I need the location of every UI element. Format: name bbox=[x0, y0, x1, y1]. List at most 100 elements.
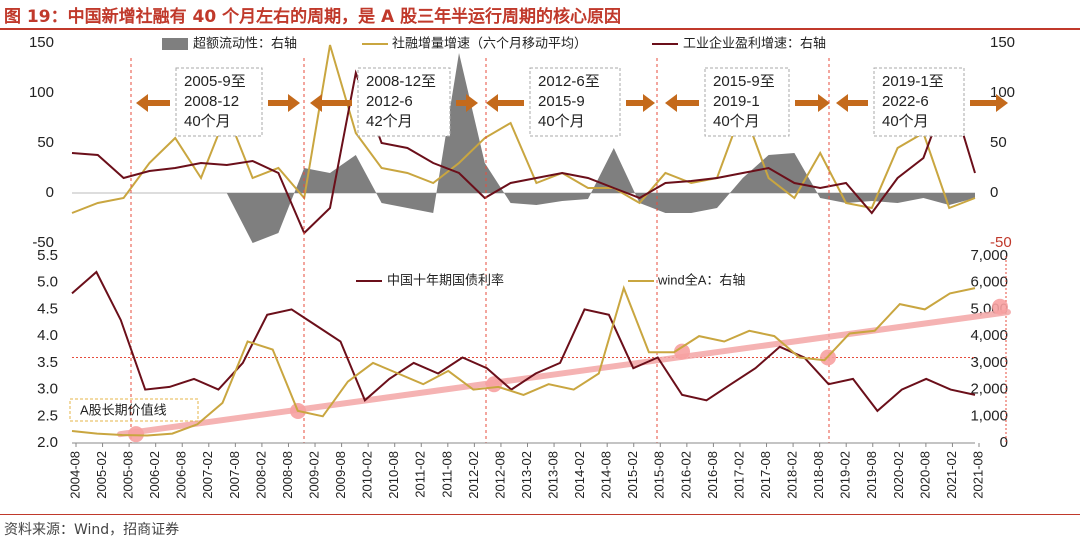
x-tick-label: 2017-02 bbox=[731, 451, 746, 499]
x-tick-label: 2011-08 bbox=[439, 451, 454, 498]
bottom-left-tick: 2.0 bbox=[37, 434, 58, 451]
value-line-dot-5 bbox=[992, 298, 1008, 315]
top-left-tick: 150 bbox=[29, 34, 54, 51]
x-tick-label: 2019-02 bbox=[838, 451, 853, 499]
cycle-length-1: 42个月 bbox=[366, 113, 413, 130]
cycle-arrow-left-0-shape bbox=[136, 94, 170, 112]
x-tick-label: 2009-02 bbox=[306, 451, 321, 499]
cycle-arrow-left-3-shape bbox=[665, 94, 699, 112]
legend-label-winda: wind全A：右轴 bbox=[657, 272, 745, 287]
x-tick-label: 2014-08 bbox=[599, 451, 614, 499]
x-tick-label: 2018-08 bbox=[811, 451, 826, 499]
x-tick-label: 2014-02 bbox=[572, 451, 587, 499]
cycle-start-1: 2008-12至 bbox=[366, 73, 436, 90]
bottom-right-tick: 6,000 bbox=[970, 274, 1008, 291]
cycle-arrow-left-4 bbox=[836, 94, 868, 112]
x-tick-label: 2013-02 bbox=[519, 451, 534, 499]
cycle-box-1 bbox=[357, 67, 451, 137]
bottom-right-tick: 1,000 bbox=[970, 407, 1008, 424]
chart-canvas: 150 100 50 0 -50 150 100 50 0 -50 超额流动性：右轴 社融增量增速（六… bbox=[29, 34, 1015, 499]
value-line-dot-0 bbox=[128, 426, 144, 443]
cycle-start-4: 2019-1至 bbox=[882, 73, 944, 90]
cycle-end-0: 2008-12 bbox=[184, 93, 239, 110]
x-tick-label: 2006-08 bbox=[174, 451, 189, 499]
bottom-left-tick: 3.0 bbox=[37, 381, 58, 398]
bottom-left-tick: 4.0 bbox=[37, 327, 58, 344]
cycle-arrow-left-4-shape bbox=[836, 94, 868, 112]
x-tick-label: 2013-08 bbox=[545, 451, 560, 499]
cycle-arrow-right-4 bbox=[970, 94, 1008, 112]
top-right-tick: 50 bbox=[990, 134, 1007, 151]
cycle-arrow-left-0 bbox=[136, 94, 170, 112]
bottom-left-tick: 5.5 bbox=[37, 247, 58, 264]
x-tick-label: 2016-02 bbox=[678, 451, 693, 499]
x-tick-label: 2010-02 bbox=[360, 451, 375, 499]
cycle-arrow-right-0 bbox=[268, 94, 300, 112]
x-tick-label: 2010-08 bbox=[386, 451, 401, 499]
cycle-box-2 bbox=[529, 67, 621, 137]
bottom-left-tick: 5.0 bbox=[37, 274, 58, 291]
cycle-arrow-right-1 bbox=[456, 94, 478, 112]
x-tick-label: 2007-08 bbox=[227, 451, 242, 499]
top-left-tick: 100 bbox=[29, 84, 54, 101]
cycle-arrow-left-2-shape bbox=[486, 94, 524, 112]
top-right-tick: 0 bbox=[990, 184, 998, 201]
legend-label-tsf: 社融增量增速（六个月移动平均） bbox=[392, 35, 587, 50]
cycle-end-2: 2015-9 bbox=[538, 93, 585, 110]
cycle-arrow-left-2 bbox=[486, 94, 524, 112]
x-tick-label: 2020-02 bbox=[891, 451, 906, 499]
x-tick-label: 2021-02 bbox=[944, 451, 959, 499]
x-tick-label: 2008-02 bbox=[253, 451, 268, 499]
top-left-tick: 50 bbox=[37, 134, 54, 151]
cycle-end-3: 2019-1 bbox=[713, 93, 760, 110]
source-rule bbox=[0, 514, 1080, 515]
title-rule bbox=[0, 28, 1080, 30]
figure-title: 图 19：中国新增社融有 40 个月左右的周期，是 A 股三年半运行周期的核心原… bbox=[4, 7, 622, 27]
top-left-tick: -50 bbox=[32, 234, 54, 251]
cycle-arrow-left-1 bbox=[310, 94, 352, 112]
x-tick-label: 2012-02 bbox=[466, 451, 481, 499]
cycle-start-0: 2005-9至 bbox=[184, 73, 246, 90]
x-tick-label: 2008-08 bbox=[280, 451, 295, 499]
legend-swatch-excess bbox=[162, 38, 188, 50]
x-tick-label: 2005-08 bbox=[121, 451, 136, 499]
bottom-panel: 5.55.04.54.03.53.02.52.07,0006,0005,0004… bbox=[37, 247, 1011, 451]
value-line-annotation: A股长期价值线 bbox=[80, 402, 167, 417]
x-tick-label: 2015-02 bbox=[625, 451, 640, 499]
top-right-tick: 150 bbox=[990, 34, 1015, 51]
cycle-arrow-right-4-shape bbox=[970, 94, 1008, 112]
x-tick-label: 2004-08 bbox=[67, 451, 82, 499]
bottom-left-tick: 3.5 bbox=[37, 354, 58, 371]
x-tick-label: 2005-02 bbox=[94, 451, 109, 499]
top-legend: 超额流动性：右轴 社融增量增速（六个月移动平均） 工业企业盈利增速：右轴 bbox=[162, 35, 826, 50]
cycle-length-4: 40个月 bbox=[882, 113, 929, 130]
cycle-end-1: 2012-6 bbox=[366, 93, 413, 110]
bottom-right-tick: 2,000 bbox=[970, 381, 1008, 398]
cycle-box-4 bbox=[873, 67, 965, 137]
cycle-length-0: 40个月 bbox=[184, 113, 231, 130]
bottom-right-tick: 4,000 bbox=[970, 327, 1008, 344]
cycle-start-2: 2012-6至 bbox=[538, 73, 600, 90]
profit-growth-line bbox=[71, 69, 976, 235]
legend-label-excess: 超额流动性：右轴 bbox=[193, 35, 297, 50]
x-tick-label: 2006-02 bbox=[147, 451, 162, 499]
cycle-arrow-right-3-shape bbox=[795, 94, 830, 112]
bottom-left-tick: 2.5 bbox=[37, 407, 58, 424]
cycle-arrow-left-1-shape bbox=[310, 94, 352, 112]
x-tick-label: 2016-08 bbox=[705, 451, 720, 499]
x-tick-label: 2009-08 bbox=[333, 451, 348, 499]
source-note: 资料来源：Wind，招商证券 bbox=[4, 522, 180, 538]
top-right-tick: -50 bbox=[990, 234, 1012, 251]
cycle-arrow-right-3 bbox=[795, 94, 830, 112]
x-tick-label: 2018-02 bbox=[785, 451, 800, 499]
cycle-length-3: 40个月 bbox=[713, 113, 760, 130]
x-tick-label: 2021-08 bbox=[970, 451, 985, 499]
cycle-box-3 bbox=[704, 67, 790, 137]
cycle-arrow-right-1-shape bbox=[456, 94, 478, 112]
cycle-arrow-right-0-shape bbox=[268, 94, 300, 112]
cycle-arrow-left-3 bbox=[665, 94, 699, 112]
bottom-left-tick: 4.5 bbox=[37, 300, 58, 317]
value-line-dot-3 bbox=[674, 343, 690, 360]
top-left-tick: 0 bbox=[46, 184, 54, 201]
top-panel: 150 100 50 0 -50 150 100 50 0 -50 超额流动性：右轴 社融增量增速（六… bbox=[29, 34, 1015, 443]
